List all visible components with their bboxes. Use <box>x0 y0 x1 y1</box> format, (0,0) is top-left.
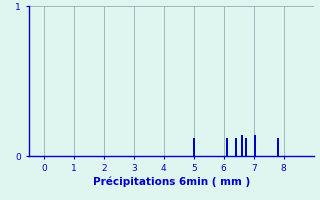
Bar <box>241 135 243 156</box>
Bar <box>245 138 247 156</box>
Bar <box>254 135 256 156</box>
Bar <box>226 138 228 156</box>
X-axis label: Précipitations 6min ( mm ): Précipitations 6min ( mm ) <box>92 177 250 187</box>
Bar <box>235 138 237 156</box>
Bar <box>276 138 279 156</box>
Bar <box>193 138 195 156</box>
